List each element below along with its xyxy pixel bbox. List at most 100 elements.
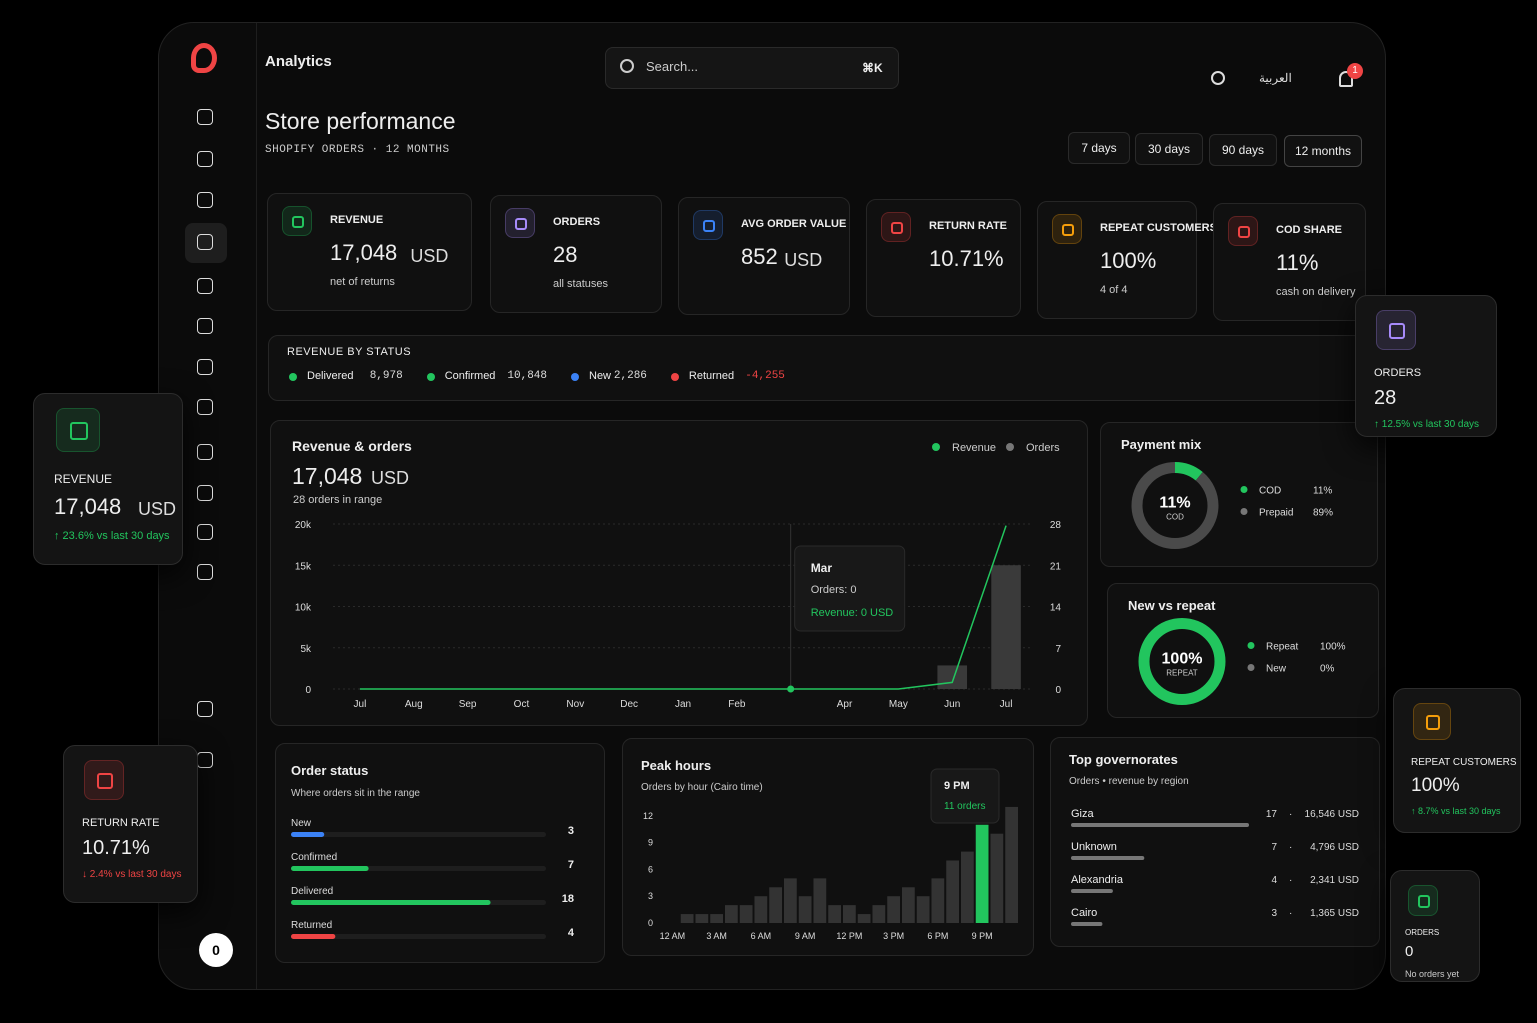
icon-glyph (1062, 224, 1074, 236)
kpi-value: 17,048 (330, 240, 398, 265)
status-label: Delivered (291, 886, 333, 897)
legend-label: New (1266, 664, 1287, 675)
nav-icon[interactable] (197, 109, 213, 125)
legend-label: Revenue (952, 442, 996, 454)
x-tick-label: Sep (459, 699, 477, 710)
x-tick-label: Jan (675, 699, 691, 710)
region-name: Giza (1071, 808, 1095, 820)
y-tick-label: 6 (648, 864, 653, 874)
region-revenue: 1,365 USD (1310, 908, 1359, 919)
nav-icon[interactable] (197, 444, 213, 460)
range-button[interactable]: 12 months (1284, 135, 1362, 167)
nav-icon[interactable] (197, 399, 213, 415)
hour-bar (710, 914, 723, 923)
separator: · (1289, 875, 1292, 886)
status-count: 4 (568, 927, 575, 939)
x-tick-label: 9 AM (795, 931, 816, 941)
nav-icon[interactable] (197, 234, 213, 250)
legend-value: 89% (1313, 508, 1333, 519)
kpi-value: 852 (741, 244, 778, 269)
separator: · (1289, 842, 1292, 853)
nav-icon[interactable] (197, 564, 213, 580)
kpi-card: AVG ORDER VALUE 852 USD (678, 197, 850, 315)
floating-card: REVENUE 17,048 USD ↑ 23.6% vs last 30 days (33, 393, 183, 565)
range-button[interactable]: 7 days (1068, 132, 1130, 164)
orders-bar (937, 665, 968, 689)
kpi-label: RETURN RATE (929, 220, 1008, 232)
status-value: -4,255 (745, 370, 785, 382)
tooltip-line: Revenue: 0 USD (811, 607, 894, 619)
notification-badge: 1 (1347, 63, 1363, 79)
page-title: Analytics (265, 53, 332, 70)
icon-glyph (1389, 322, 1405, 339)
separator: · (1289, 908, 1292, 919)
donut-segment (1138, 618, 1226, 705)
status-label: Confirmed (291, 852, 337, 863)
logo (191, 43, 217, 73)
y2-tick-label: 21 (1050, 561, 1062, 572)
kpi-card: REPEAT CUSTOMERS 100% 4 of 4 (1037, 201, 1217, 319)
hour-bar (828, 905, 841, 923)
kpi-label: REVENUE (330, 214, 384, 226)
x-tick-label: 6 PM (927, 931, 948, 941)
hour-bar (946, 860, 959, 923)
region-bar (1071, 856, 1145, 860)
nav-icon[interactable] (197, 524, 213, 540)
tooltip-title: 9 PM (944, 780, 970, 792)
status-name: Confirmed (444, 370, 496, 382)
bell-icon[interactable] (1339, 71, 1353, 87)
x-tick-label: Oct (514, 699, 530, 710)
kpi-note: cash on delivery (1276, 286, 1356, 298)
card-title: Payment mix (1121, 437, 1202, 452)
x-tick-label: 12 PM (836, 931, 862, 941)
y-tick-label: 10k (295, 603, 312, 614)
y2-tick-label: 7 (1055, 644, 1061, 655)
x-tick-label: 6 AM (751, 931, 772, 941)
donut-center: 11% (1159, 495, 1190, 512)
legend-label: Prepaid (1259, 508, 1293, 519)
tooltip (794, 545, 906, 632)
icon-glyph (97, 772, 113, 789)
kpi-note: 4 of 4 (1100, 284, 1128, 296)
nav-icon[interactable] (197, 359, 213, 375)
icon-glyph (70, 422, 88, 440)
sidebar-divider (256, 23, 257, 989)
float-value: 17,048 (54, 494, 122, 519)
range-button[interactable]: 30 days (1135, 133, 1203, 165)
hour-bar (769, 887, 782, 923)
avatar[interactable]: 0 (199, 933, 233, 967)
nav-icon[interactable] (197, 318, 213, 334)
status-bar (291, 934, 336, 939)
theme-toggle[interactable] (1211, 71, 1225, 85)
icon (1413, 703, 1451, 741)
search-box[interactable]: Search... ⌘K (605, 47, 899, 89)
bar-track (291, 934, 546, 939)
kpi-value: 28 (553, 242, 578, 267)
nav-icon[interactable] (197, 278, 213, 294)
nav-icon[interactable] (197, 192, 213, 208)
tooltip-line: Orders: 0 (811, 584, 857, 596)
range-button[interactable]: 90 days (1209, 134, 1277, 166)
nav-icon[interactable] (197, 752, 213, 768)
floating-card: ORDERS 28 ↑ 12.5% vs last 30 days (1355, 295, 1497, 437)
governorates-card: Top governorates Orders • revenue by regi… (1050, 737, 1380, 947)
x-tick-label: Jun (944, 699, 960, 710)
x-tick-label: 9 PM (972, 931, 993, 941)
header-title: Store performance (265, 108, 456, 134)
x-tick-label: May (889, 699, 908, 710)
nav-icon[interactable] (197, 485, 213, 501)
y2-tick-label: 14 (1050, 603, 1062, 614)
status-count: 7 (568, 859, 574, 871)
nav-icon[interactable] (197, 151, 213, 167)
float-value: 0 (1405, 943, 1414, 961)
kpi-card: REVENUE 17,048 USD net of returns (267, 193, 472, 311)
legend-dot (1247, 664, 1255, 671)
nav-icon[interactable] (197, 701, 213, 717)
kpi-card: RETURN RATE 10.71% (866, 199, 1021, 317)
revenue-line (359, 525, 1007, 690)
floating-card: REPEAT CUSTOMERS 100% ↑ 8.7% vs last 30 da… (1393, 688, 1521, 833)
status-name: Returned (688, 370, 735, 382)
status-dot (426, 373, 435, 381)
region-bar (1071, 889, 1113, 893)
